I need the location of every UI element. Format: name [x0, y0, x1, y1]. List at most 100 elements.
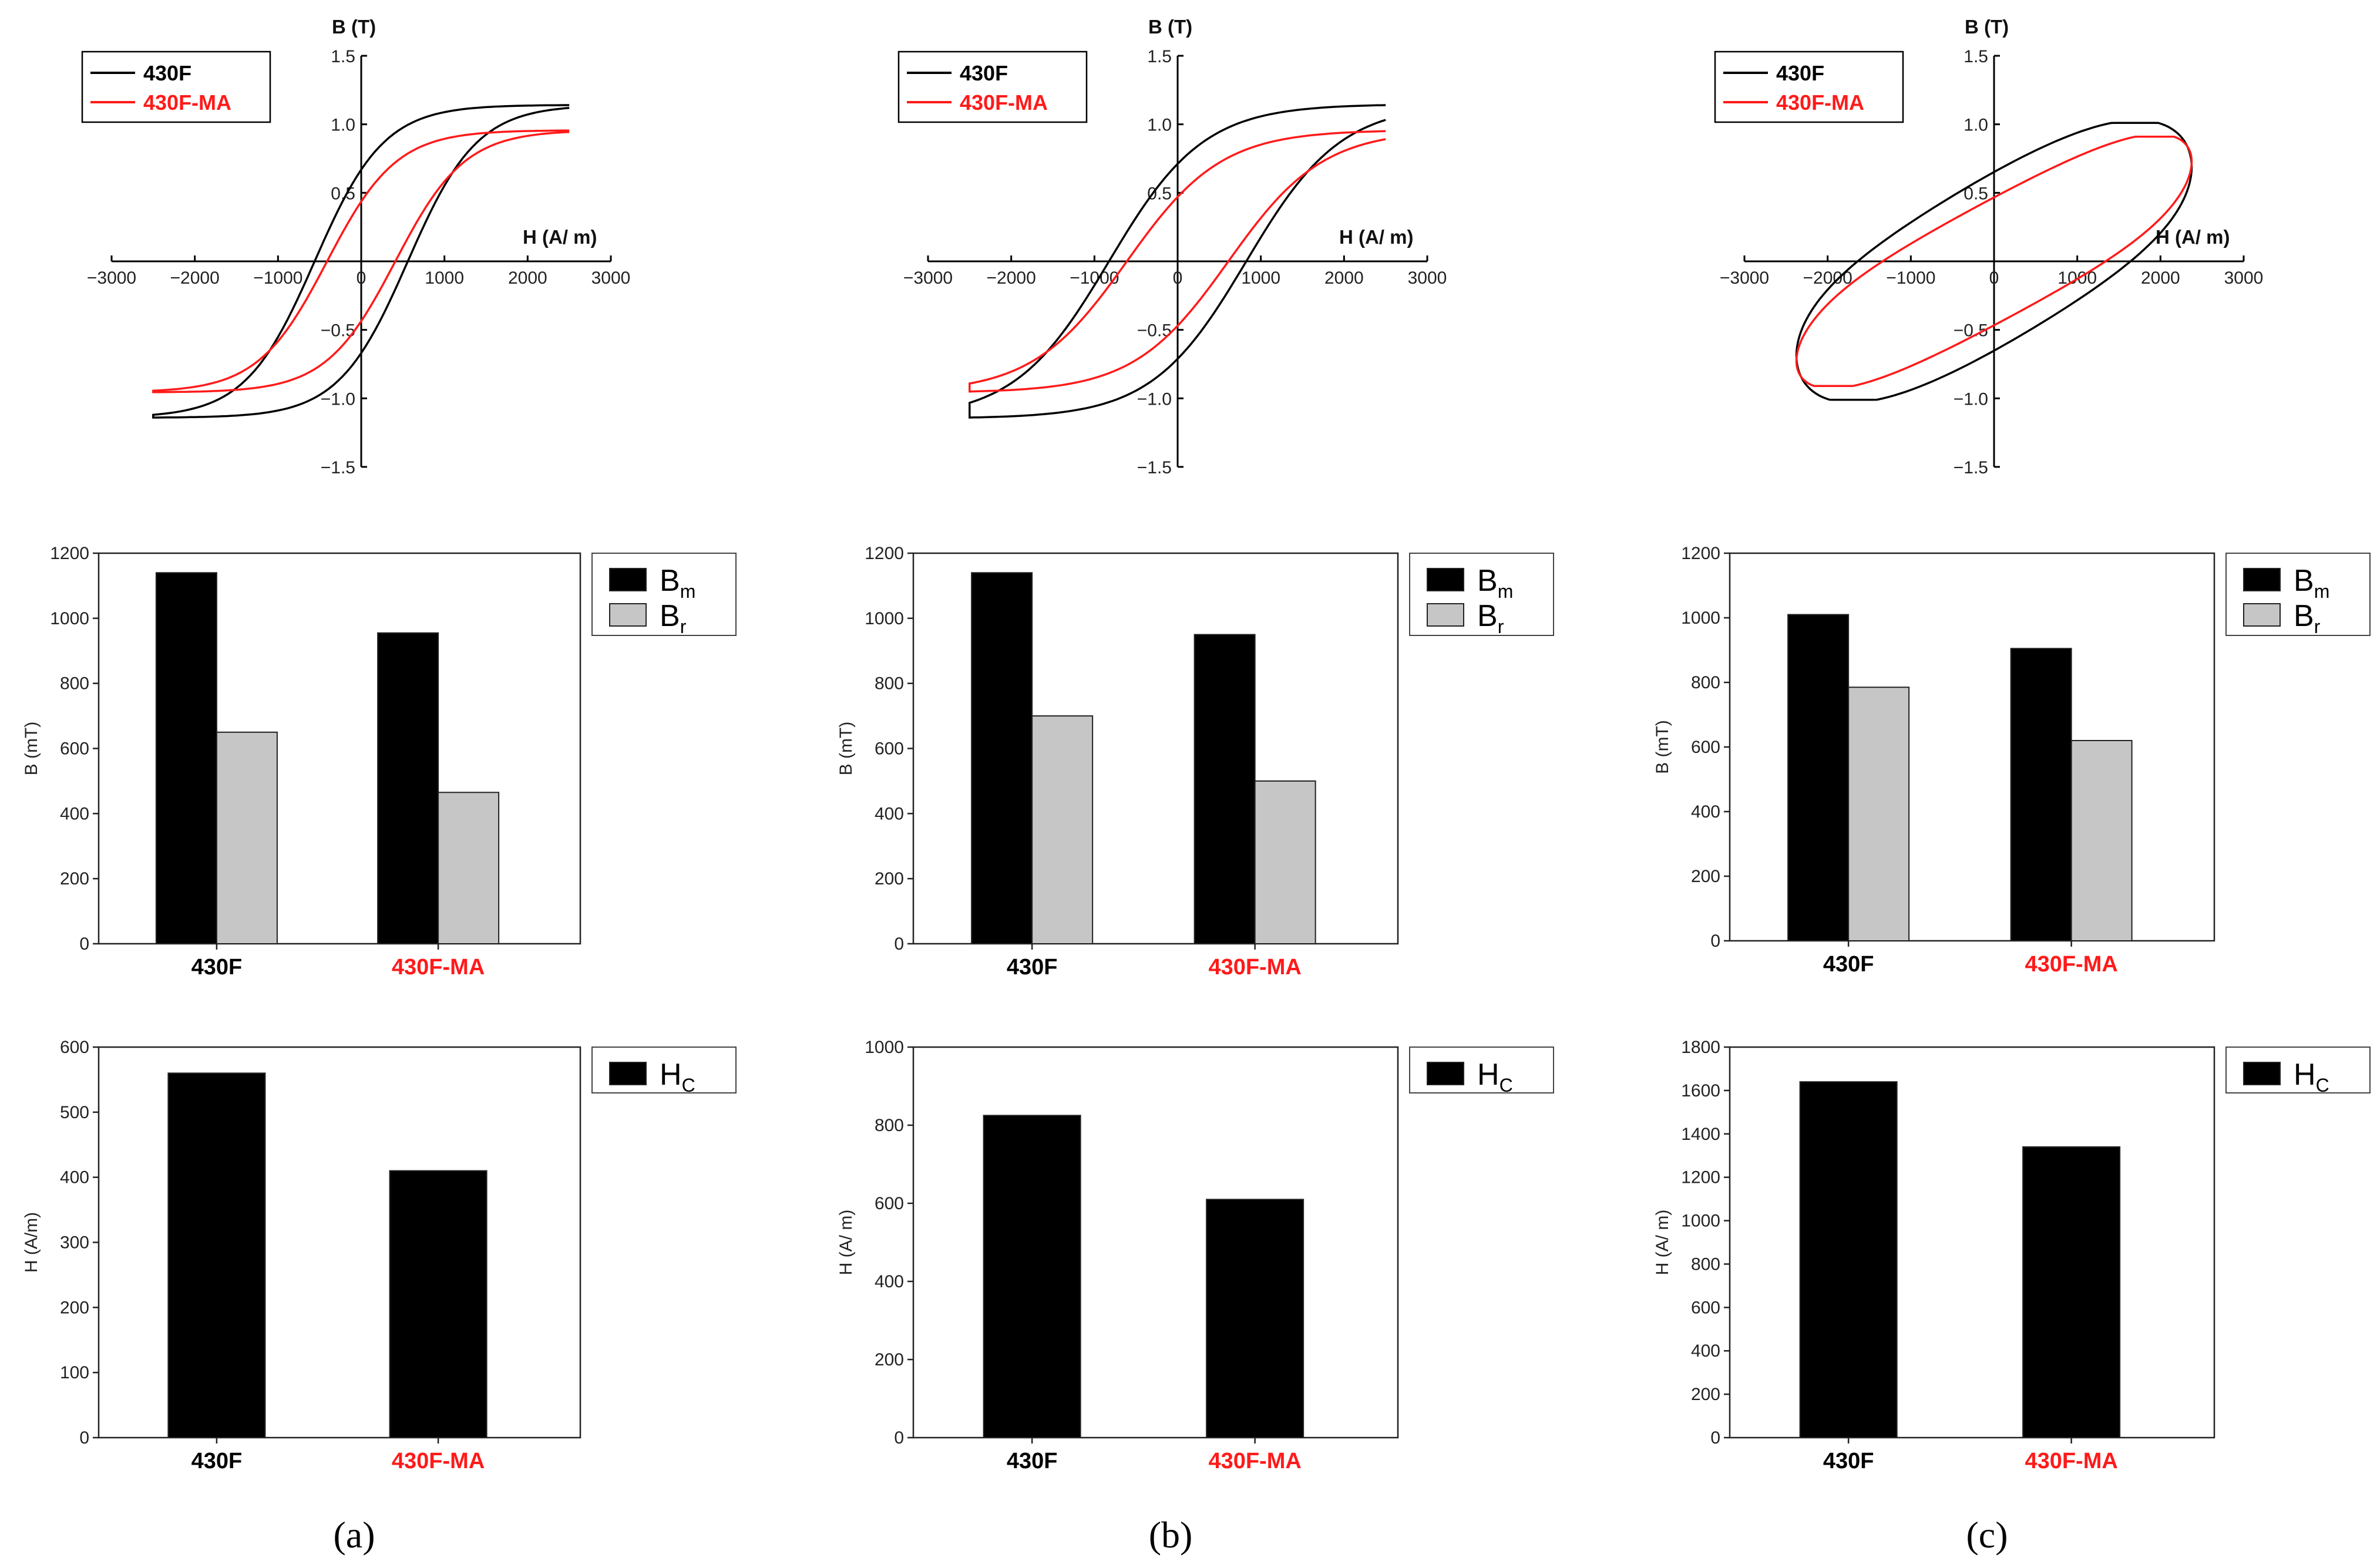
category-label: 430F — [1007, 1449, 1058, 1473]
y-tick-label: 200 — [1691, 1385, 1720, 1404]
b-bar-chart-a: 0 200 400 600 800 1000 1200 B (mT) 430F 430F-MA Bm… — [22, 544, 737, 980]
bar-br-430f — [1031, 715, 1094, 945]
bar-br-430f-ma — [2070, 740, 2133, 941]
y-axis-label: H (A/m) — [22, 1212, 41, 1273]
x-axis-label: H (A/ m) — [1339, 226, 1414, 248]
y-axis-label: B (T) — [1965, 16, 2009, 38]
legend-label: Bm — [1477, 564, 1513, 602]
legend-box — [897, 51, 1088, 123]
y-tick-label: 100 — [60, 1363, 89, 1382]
y-tick-label: −1.5 — [1954, 458, 1988, 477]
category-label: 430F-MA — [2025, 952, 2117, 977]
bar-br-430f-ma — [1254, 780, 1316, 944]
y-tick-label: 1.5 — [331, 47, 355, 66]
y-tick-label: 1.0 — [331, 116, 355, 135]
y-tick-label: 300 — [60, 1233, 89, 1253]
hc-bar-chart-b: 0 200 400 600 800 1000 H (A/ m) 430F 430F-MA HC — [836, 1038, 1554, 1473]
y-tick-label: −1.0 — [321, 389, 355, 409]
legend-swatch — [609, 603, 647, 627]
legend-label: 430F-MA — [960, 90, 1048, 115]
y-tick-label: 600 — [875, 1194, 904, 1213]
x-tick-label: 1000 — [1241, 268, 1280, 288]
y-axis-label: B (mT) — [1653, 720, 1672, 774]
y-tick-label: 1.0 — [1147, 116, 1172, 135]
y-tick-label: −1.5 — [1137, 458, 1172, 477]
y-tick-label: −1.0 — [1137, 389, 1172, 409]
hysteresis-chart-a: −3000 −2000 −1000 0 1000 2000 3000−1.5−1.0−0.5… — [81, 16, 630, 477]
y-tick-label: 0.5 — [1147, 184, 1172, 203]
category-label: 430F — [1823, 952, 1874, 977]
y-tick-label: 200 — [60, 869, 89, 889]
legend-label: 430F-MA — [1776, 90, 1864, 115]
y-tick-label: 1000 — [1681, 1212, 1720, 1231]
y-axis-label: B (T) — [1148, 16, 1192, 38]
x-tick-label: −2000 — [1803, 268, 1852, 288]
legend-label: 430F-MA — [143, 90, 231, 115]
y-axis-label: B (mT) — [836, 722, 856, 776]
bar-hc-430f-ma — [1206, 1199, 1305, 1438]
bar-br-430f — [216, 731, 278, 944]
y-tick-label: 0 — [79, 934, 89, 954]
hysteresis-chart-c: −3000 −2000 −1000 0 1000 2000 3000−1.5−1.0−0.5… — [1714, 16, 2264, 477]
y-tick-label: 600 — [875, 739, 904, 759]
x-tick-label: 2000 — [2141, 268, 2180, 288]
y-tick-label: 600 — [60, 739, 89, 759]
legend-label: Br — [660, 599, 687, 637]
y-tick-label: 200 — [875, 1350, 904, 1370]
legend-label: HC — [660, 1058, 695, 1096]
category-label: 430F — [191, 955, 243, 980]
category-label: 430F-MA — [392, 955, 485, 980]
x-tick-label: 0 — [1173, 268, 1183, 288]
legend-label: 430F — [1776, 61, 1824, 85]
caption-b: (b) — [1149, 1514, 1193, 1556]
legend-label: HC — [2294, 1058, 2329, 1096]
category-label: 430F-MA — [1208, 1449, 1301, 1473]
x-tick-label: 2000 — [1324, 268, 1364, 288]
loop-curve-430f — [152, 104, 570, 419]
y-tick-label: 0 — [1710, 1428, 1720, 1448]
y-tick-label: 0 — [79, 1428, 89, 1448]
category-label: 430F-MA — [1208, 955, 1301, 980]
y-tick-label: −1.5 — [321, 458, 355, 477]
category-label: 430F — [1007, 955, 1058, 980]
y-tick-label: 400 — [875, 804, 904, 823]
y-axis-label: B (T) — [332, 16, 376, 38]
y-tick-label: 200 — [60, 1298, 89, 1317]
bar-hc-430f — [167, 1072, 266, 1439]
y-tick-label: 1400 — [1681, 1125, 1720, 1144]
y-tick-label: 400 — [60, 804, 89, 823]
legend-label: HC — [1477, 1058, 1513, 1096]
y-tick-label: 600 — [1691, 1298, 1720, 1317]
y-tick-label: 0 — [894, 1428, 904, 1448]
category-label: 430F — [191, 1449, 243, 1473]
category-label: 430F — [1823, 1449, 1874, 1473]
x-tick-label: 3000 — [2224, 268, 2264, 288]
caption-a: (a) — [333, 1514, 375, 1556]
category-label: 430F-MA — [2025, 1449, 2117, 1473]
y-axis-label: H (A/ m) — [1653, 1210, 1672, 1276]
x-axis-label: H (A/ m) — [2156, 226, 2230, 248]
bar-bm-430f — [1787, 614, 1850, 941]
legend-label: Bm — [660, 564, 695, 602]
y-tick-label: 1000 — [1681, 608, 1720, 628]
y-tick-label: 200 — [875, 869, 904, 889]
x-tick-label: −2000 — [170, 268, 220, 288]
y-tick-label: 200 — [1691, 867, 1720, 886]
x-tick-label: 0 — [1989, 268, 1999, 288]
legend-swatch — [2243, 568, 2281, 591]
bar-hc-430f-ma — [389, 1170, 487, 1439]
b-bar-chart-b: 0 200 400 600 800 1000 1200 B (mT) 430F 430F-MA Bm… — [836, 544, 1554, 980]
loop-curve-430f — [1795, 122, 2193, 401]
legend-swatch — [609, 568, 647, 591]
x-axis-label: H (A/ m) — [523, 226, 597, 248]
x-tick-label: −3000 — [87, 268, 136, 288]
loop-curve-430f-ma — [152, 129, 570, 393]
legend-swatch — [2243, 603, 2281, 627]
hysteresis-chart-b: −3000 −2000 −1000 0 1000 2000 3000−1.5−1.0−0.5… — [897, 16, 1447, 477]
y-tick-label: 1.5 — [1147, 47, 1172, 66]
y-tick-label: 1600 — [1681, 1081, 1720, 1101]
y-tick-label: 800 — [60, 674, 89, 694]
bar-hc-430f — [1799, 1081, 1898, 1438]
y-tick-label: 600 — [60, 1038, 89, 1057]
